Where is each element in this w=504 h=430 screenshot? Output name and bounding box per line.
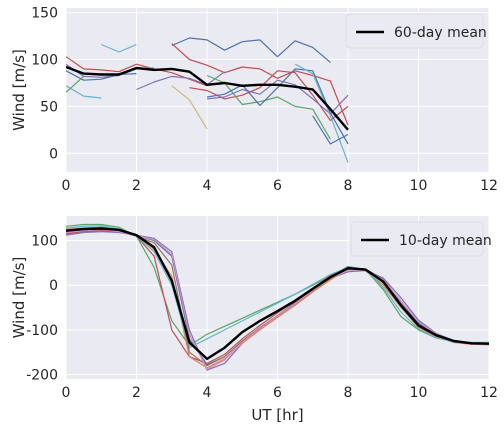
series-line — [189, 70, 349, 122]
x-tick-label: 0 — [62, 178, 71, 194]
series-line — [171, 37, 331, 63]
series-line — [171, 85, 208, 130]
plot-lines — [66, 223, 489, 371]
legend-label: 60-day mean — [394, 25, 487, 41]
x-tick-label: 2 — [132, 178, 141, 194]
x-tick-label: 4 — [203, 385, 212, 401]
legend: 10-day mean — [350, 221, 492, 257]
y-tick-label: -100 — [26, 323, 58, 339]
y-tick-label: 100 — [31, 53, 58, 69]
series-line — [66, 56, 208, 87]
y-tick-label: 50 — [40, 99, 58, 115]
x-axis-label: UT [hr] — [251, 406, 303, 424]
legend-label: 10-day mean — [399, 233, 492, 249]
x-tick-label: 6 — [273, 178, 282, 194]
top-panel: 0 2 4 6 8 10 12 0 50 100 150 Wind [m/s] 60-day mean — [10, 6, 498, 194]
series-line — [66, 75, 85, 93]
x-tick-label: 10 — [410, 178, 428, 194]
y-tick-label: 0 — [49, 146, 58, 162]
legend-box — [345, 13, 484, 49]
series-line — [101, 43, 137, 53]
x-tick-label: 12 — [480, 178, 498, 194]
x-tick-label: 4 — [203, 178, 212, 194]
y-tick-label: 150 — [31, 6, 58, 22]
series-line — [66, 85, 102, 99]
y-tick-label: 0 — [49, 278, 58, 294]
series-line — [312, 115, 349, 145]
series-line — [171, 43, 349, 126]
series-line — [206, 68, 349, 145]
y-axis-label: Wind [m/s] — [10, 49, 28, 131]
y-axis-label: Wind [m/s] — [10, 257, 28, 339]
x-tick-label: 0 — [62, 385, 71, 401]
plot-lines — [66, 37, 349, 163]
mean-line — [66, 65, 349, 131]
x-tick-label: 12 — [480, 385, 498, 401]
mean-line — [66, 227, 489, 361]
legend: 60-day mean — [345, 13, 487, 49]
series-line — [206, 74, 331, 140]
x-tick-label: 8 — [344, 385, 353, 401]
series-line — [136, 71, 225, 91]
y-tick-label: -200 — [26, 368, 58, 384]
x-tick-label: 6 — [273, 385, 282, 401]
x-tick-label: 2 — [132, 385, 141, 401]
y-tick-label: 100 — [31, 234, 58, 250]
series-line — [206, 79, 349, 115]
x-tick-label: 8 — [344, 178, 353, 194]
series-line — [66, 70, 137, 81]
legend-box — [350, 221, 484, 257]
x-tick-label: 10 — [410, 385, 428, 401]
